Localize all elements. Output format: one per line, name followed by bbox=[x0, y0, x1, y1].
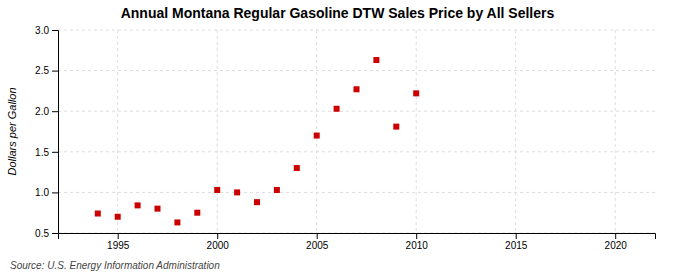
y-tick: 3.0 bbox=[35, 25, 58, 36]
x-tick: 2015 bbox=[505, 233, 528, 251]
x-tick: 2000 bbox=[207, 233, 230, 251]
point bbox=[155, 206, 161, 212]
grid-line-y bbox=[58, 30, 655, 31]
grid-line-y bbox=[58, 111, 655, 112]
x-tick-mark bbox=[615, 233, 616, 239]
y-tick-mark bbox=[52, 111, 58, 112]
point bbox=[174, 219, 180, 225]
point bbox=[135, 202, 141, 208]
points bbox=[95, 57, 419, 225]
point bbox=[194, 210, 200, 216]
point bbox=[393, 124, 399, 130]
y-tick-label: 2.0 bbox=[35, 106, 49, 117]
point bbox=[413, 90, 419, 96]
point bbox=[354, 86, 360, 92]
x-tick-mark bbox=[317, 233, 318, 239]
title: Annual Montana Regular Gasoline DTW Sale… bbox=[121, 5, 555, 21]
grid-line-x bbox=[416, 30, 417, 233]
grid-line-y bbox=[58, 151, 655, 152]
point bbox=[115, 214, 121, 220]
point bbox=[294, 165, 300, 171]
point bbox=[274, 187, 280, 193]
y-tick: 2.5 bbox=[35, 65, 58, 76]
x-tick-mark bbox=[416, 233, 417, 239]
grid-line-x bbox=[217, 30, 218, 233]
x-tick-label: 2020 bbox=[605, 240, 628, 251]
y-tick: 1.0 bbox=[35, 187, 58, 198]
grid-line-x bbox=[316, 30, 317, 233]
x-axis-line bbox=[59, 234, 656, 240]
x-tick: 2005 bbox=[306, 233, 329, 251]
y-tick: 0.5 bbox=[35, 228, 58, 239]
y-tick-label: 2.5 bbox=[35, 65, 49, 76]
grid-line-x bbox=[615, 30, 616, 233]
x-tick-mark bbox=[217, 233, 218, 239]
y-axis: 0.5 1.0 1.5 2.0 2.5 3.0 bbox=[35, 25, 58, 239]
x-tick: 1995 bbox=[107, 233, 130, 251]
y-tick: 2.0 bbox=[35, 106, 58, 117]
grid bbox=[58, 30, 655, 233]
grid-line-y bbox=[58, 192, 655, 193]
x-tick: 2020 bbox=[605, 233, 628, 251]
source-note: Source: U.S. Energy Information Administ… bbox=[10, 260, 220, 271]
y-tick-mark bbox=[52, 30, 58, 31]
y-axis-line bbox=[52, 31, 59, 234]
point bbox=[334, 106, 340, 112]
point bbox=[214, 187, 220, 193]
x-axis: 1995 2000 2005 2010 2015 2020 bbox=[59, 233, 656, 251]
y-tick-mark bbox=[52, 192, 58, 193]
y-tick-mark bbox=[52, 152, 58, 153]
y-tick-label: 1.0 bbox=[35, 187, 49, 198]
grid-line-y bbox=[58, 70, 655, 71]
point bbox=[95, 211, 101, 217]
y-tick-mark bbox=[52, 233, 58, 234]
y-tick-mark bbox=[52, 71, 58, 72]
y-tick-label: 0.5 bbox=[35, 228, 49, 239]
x-tick-label: 2000 bbox=[207, 240, 230, 251]
point bbox=[373, 57, 379, 63]
x-tick-label: 2005 bbox=[306, 240, 329, 251]
x-tick-label: 2010 bbox=[406, 240, 429, 251]
y-tick: 1.5 bbox=[35, 147, 58, 158]
x-tick-label: 1995 bbox=[107, 240, 130, 251]
plot-area: 1995 2000 2005 2010 2015 2020 0.5 1.0 1.5 2.0 2.5 3… bbox=[35, 25, 655, 251]
x-tick-mark bbox=[118, 233, 119, 239]
y-tick-label: 1.5 bbox=[35, 147, 49, 158]
y-axis-title: Dollars per Gallon bbox=[6, 87, 18, 175]
grid-line-x bbox=[515, 30, 516, 233]
x-tick-mark bbox=[516, 233, 517, 239]
point bbox=[234, 189, 240, 195]
grid-line-x bbox=[117, 30, 118, 233]
point bbox=[314, 133, 320, 139]
y-tick-label: 3.0 bbox=[35, 25, 49, 36]
x-tick-label: 2015 bbox=[505, 240, 528, 251]
point bbox=[254, 199, 260, 205]
x-tick: 2010 bbox=[406, 233, 429, 251]
chart: 1995 2000 2005 2010 2015 2020 0.5 1.0 1.5 2.0 2.5 3… bbox=[0, 0, 675, 275]
